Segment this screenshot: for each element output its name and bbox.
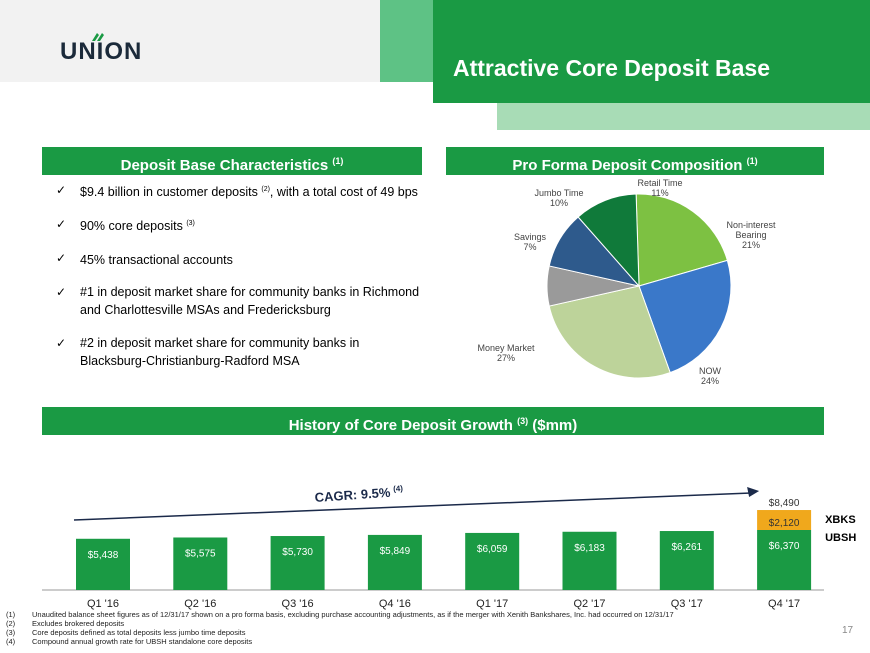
bar-total-label: $8,490 (769, 498, 800, 509)
bar-value-label: $5,849 (380, 546, 411, 557)
page-title: Attractive Core Deposit Base (453, 55, 770, 81)
title-box: Attractive Core Deposit Base (433, 0, 870, 103)
bar-value-label: $6,261 (672, 542, 703, 553)
footnote-number: (4) (6, 637, 16, 646)
bullet-item: ✓ 90% core deposits (3) (56, 216, 426, 234)
core-deposit-growth-bar-chart: $5,438 Q1 '16 $5,575 Q2 '16 $5,730 Q3 '16 $5,8… (42, 484, 856, 610)
section-title: Deposit Base Characteristics (120, 157, 329, 174)
pie-slice (635, 193, 728, 287)
cagr-label: CAGR: 9.5% (4) (314, 484, 404, 505)
header-accent-stripe (380, 0, 442, 82)
checkmark-icon: ✓ (56, 217, 67, 232)
bullet-item: ✓ 45% transactional accounts (56, 250, 426, 268)
bar-value-label: $6,059 (477, 544, 508, 555)
footnote-ref: (2) (261, 186, 270, 193)
pie-label: Non-interest Bearing 21% (726, 220, 776, 250)
bullet-item: ✓ #1 in deposit market share for communit… (56, 284, 426, 318)
x-tick-label: Q2 '16 (184, 598, 216, 610)
footnote-ref: (1) (332, 156, 344, 166)
x-tick-label: Q4 '16 (379, 598, 411, 610)
bar-ubsh (562, 531, 617, 590)
x-tick-label: Q4 '17 (768, 598, 800, 610)
header-accent-band (497, 98, 870, 130)
section-title: Pro Forma Deposit Composition (512, 157, 743, 174)
bar-value-label: $5,575 (185, 548, 216, 559)
bar-value-label: $5,730 (282, 547, 313, 558)
footnote-ref: (1) (746, 156, 758, 166)
pie-label: NOW 24% (699, 366, 722, 386)
section-title: History of Core Deposit Growth (288, 417, 513, 434)
x-tick-label: Q2 '17 (573, 598, 605, 610)
bullet-text: , with a total cost of 49 bps (269, 185, 418, 200)
union-logo: UNION (60, 32, 160, 65)
bullet-text: 90% core deposits (80, 219, 187, 234)
bullet-item: ✓ $9.4 billion in customer deposits (2), … (56, 182, 426, 200)
bullet-text: 45% transactional accounts (80, 253, 233, 268)
page-number: 17 (842, 625, 854, 636)
pie-slice (548, 285, 671, 379)
footnote-ref: (3) (186, 220, 195, 228)
bar-value-label: $5,438 (88, 550, 119, 561)
footnote-ref: (3) (517, 416, 529, 426)
series-label-ubsh: UBSH (825, 532, 856, 544)
bar-ubsh (367, 534, 422, 590)
footnote-number: (2) (6, 619, 16, 628)
checkmark-icon: ✓ (56, 335, 67, 350)
arrowhead-icon (747, 487, 760, 497)
x-tick-label: Q1 '16 (87, 598, 119, 610)
bullet-item: ✓ #2 in deposit market share for communit… (56, 335, 426, 369)
bar-value-label: $6,183 (574, 543, 605, 554)
x-tick-label: Q3 '16 (282, 598, 314, 610)
footnote: (1) Unaudited balance sheet figures as of… (6, 610, 674, 619)
deposit-composition-header: Pro Forma Deposit Composition (1) (446, 147, 824, 175)
footnote-number: (3) (6, 628, 16, 637)
checkmark-icon: ✓ (56, 183, 67, 197)
bar-xbks (757, 510, 812, 530)
deposit-characteristics-header: Deposit Base Characteristics (1) (42, 147, 422, 175)
bar-value-label: $2,120 (769, 518, 800, 529)
footnotes: (1) Unaudited balance sheet figures as of… (6, 610, 674, 646)
footnote: (2) Excludes brokered deposits (6, 619, 674, 628)
header-background (0, 0, 380, 82)
core-deposit-history-header: History of Core Deposit Growth (3) ($mm) (42, 407, 824, 435)
footnote-text: Core deposits defined as total deposits … (32, 628, 246, 637)
bar-ubsh (659, 531, 714, 590)
bar-ubsh (270, 536, 325, 590)
bar-value-label: $6,370 (769, 541, 800, 552)
footnote: (4) Compound annual growth rate for UBSH … (6, 637, 674, 646)
bar-ubsh (76, 538, 130, 590)
pie-label: Money Market 27% (477, 343, 535, 363)
footnote-text: Excludes brokered deposits (32, 619, 125, 628)
pie-slice (638, 259, 732, 374)
footnote-text: Unaudited balance sheet figures as of 12… (32, 610, 674, 619)
deposit-composition-pie-chart: Non-interest Bearing 21% NOW 24% Money Market… (477, 178, 776, 386)
checkmark-icon: ✓ (56, 285, 67, 300)
x-tick-label: Q1 '17 (476, 598, 508, 610)
pie-label: Savings 7% (514, 232, 547, 252)
pie-slice (577, 193, 640, 288)
bullet-text: #2 in deposit market share for community… (80, 335, 360, 368)
logo-text: UNION (60, 38, 143, 65)
section-unit: ($mm) (532, 417, 578, 434)
pie-label: Retail Time 11% (637, 178, 682, 198)
bar-ubsh (757, 530, 812, 590)
checkmark-icon: ✓ (56, 251, 67, 266)
pie-label: Jumbo Time 10% (534, 188, 583, 208)
x-tick-label: Q3 '17 (671, 598, 703, 610)
bullet-text: #1 in deposit market share for community… (80, 285, 420, 318)
footnote: (3) Core deposits defined as total deposi… (6, 628, 674, 637)
footnote-text: Compound annual growth rate for UBSH sta… (32, 637, 253, 646)
footnote-number: (1) (6, 610, 16, 619)
bar-ubsh (465, 532, 520, 590)
cagr-arrow (73, 492, 752, 521)
characteristics-list: ✓ $9.4 billion in customer deposits (2), … (56, 182, 426, 385)
bar-ubsh (173, 537, 228, 590)
leaf-icon (92, 33, 104, 41)
bullet-text: $9.4 billion in customer deposits (80, 185, 262, 200)
series-label-xbks: XBKS (825, 514, 856, 526)
